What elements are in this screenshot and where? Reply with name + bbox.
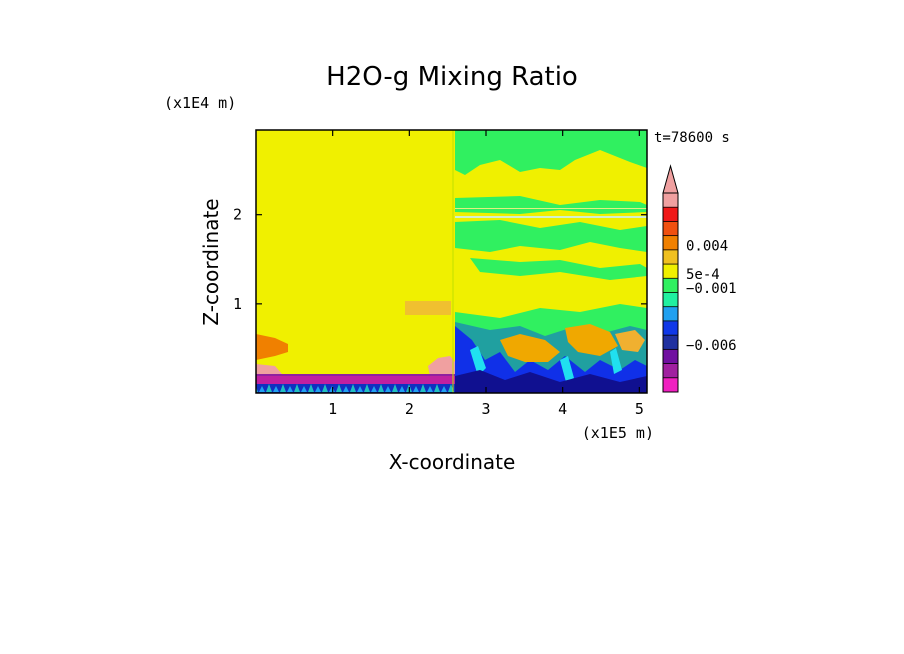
x-tick-label: 4 <box>558 400 567 418</box>
field-layer-spikes <box>256 384 455 393</box>
y-axis-label: Z-coordinate <box>199 198 223 325</box>
x-tick-label: 5 <box>635 400 644 418</box>
colorbar-swatch <box>663 377 678 393</box>
field-region-green-band1 <box>455 196 647 214</box>
time-label: t=78600 s <box>654 130 730 146</box>
field-region-orange-patch <box>405 301 451 315</box>
x-axis-label: X-coordinate <box>389 450 516 474</box>
field-region-orange-lower3 <box>615 330 645 352</box>
field-stripe <box>455 216 647 218</box>
field-region-green-band2 <box>455 220 647 252</box>
y-tick-label: 2 <box>233 206 242 224</box>
x-unit-label: (x1E5 m) <box>582 424 654 442</box>
chart-title: H2O-g Mixing Ratio <box>326 62 578 92</box>
field-region-navy-base <box>455 370 647 393</box>
field-layer-purple <box>256 374 455 376</box>
field-region-blue-lower <box>455 326 647 393</box>
colorbar-swatch <box>663 292 678 308</box>
field-stripe <box>455 208 647 209</box>
colorbar-swatch <box>663 349 678 364</box>
colorbar-label: 5e-4 <box>686 267 720 283</box>
colorbar-swatch <box>663 335 678 350</box>
heatmap-field <box>256 130 647 393</box>
colorbar-swatch <box>663 363 678 379</box>
colorbar-label: −0.006 <box>686 338 737 354</box>
field-region-orange-lower <box>500 334 560 362</box>
field-layer-magenta <box>256 376 455 384</box>
field-region-pink-left <box>256 364 282 374</box>
field-region-orange-lower2 <box>565 324 618 356</box>
colorbar-extend-arrow <box>662 164 679 194</box>
x-tick-label: 3 <box>481 400 490 418</box>
colorbar-swatch <box>663 207 678 222</box>
colorbar-swatch <box>663 320 678 336</box>
colorbar-swatch <box>663 193 678 208</box>
field-region-green-top <box>455 130 647 175</box>
colorbar-swatch <box>663 235 678 251</box>
colorbar-label: −0.001 <box>686 281 737 297</box>
plot-axes: 1 2 3 4 5 1 2 <box>233 129 648 418</box>
x-tick-label: 1 <box>328 400 337 418</box>
colorbar-swatch <box>663 264 678 279</box>
y-unit-label: (x1E4 m) <box>164 94 236 112</box>
plot-frame <box>255 129 648 394</box>
x-tick-label: 2 <box>405 400 414 418</box>
colorbar-swatch <box>663 306 678 322</box>
colorbar-swatch <box>663 249 678 265</box>
colorbar-swatch <box>663 278 678 293</box>
field-region-green-band3 <box>470 258 647 280</box>
colorbar-label: 0.004 <box>686 239 728 255</box>
field-region-orange-left <box>256 334 288 360</box>
y-tick-label: 1 <box>233 295 242 313</box>
colorbar: 0.004 5e-4−0.001 −0.006 <box>662 164 737 393</box>
colorbar-swatch <box>663 221 678 236</box>
field-region-pink-mid <box>428 356 455 376</box>
